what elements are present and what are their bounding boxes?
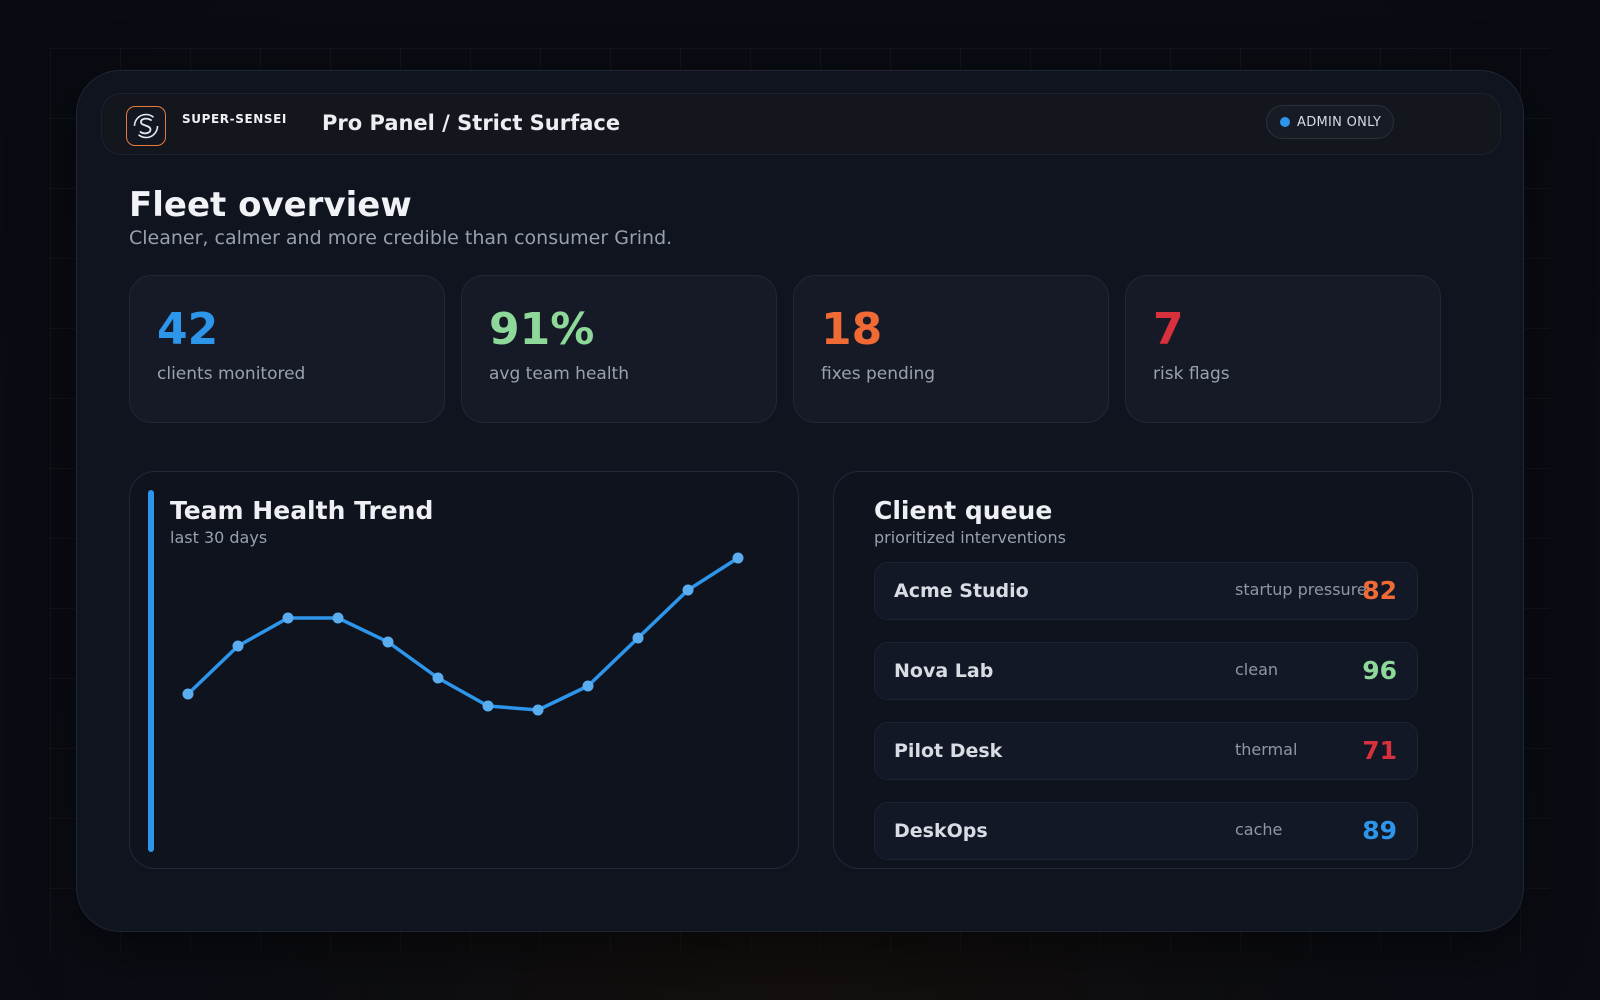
breadcrumb: Pro Panel / Strict Surface bbox=[322, 111, 621, 135]
stat-card-clients: 42 clients monitored bbox=[129, 275, 445, 423]
brand-name: SUPER-SENSEI bbox=[182, 112, 287, 126]
status-dot-icon bbox=[1280, 117, 1290, 127]
client-score: 82 bbox=[1362, 576, 1397, 605]
page-title: Fleet overview bbox=[129, 185, 412, 225]
queue-subtitle: prioritized interventions bbox=[874, 528, 1066, 547]
client-name: Nova Lab bbox=[894, 660, 994, 682]
stat-value: 7 bbox=[1153, 304, 1184, 355]
stat-value: 42 bbox=[157, 304, 219, 355]
logo-s-icon[interactable] bbox=[126, 106, 166, 146]
trend-point-0[interactable] bbox=[182, 688, 194, 700]
trend-point-1[interactable] bbox=[232, 640, 244, 652]
stat-value: 18 bbox=[821, 304, 883, 355]
stat-card-health: 91% avg team health bbox=[461, 275, 777, 423]
trend-point-11[interactable] bbox=[732, 552, 744, 564]
queue-row-nova[interactable]: Nova Lab clean 96 bbox=[874, 642, 1418, 700]
trend-series-line bbox=[186, 556, 740, 712]
client-score: 96 bbox=[1362, 656, 1397, 685]
trend-point-10[interactable] bbox=[682, 584, 694, 596]
queue-title: Client queue bbox=[874, 496, 1053, 525]
queue-row-acme[interactable]: Acme Studio startup pressure 82 bbox=[874, 562, 1418, 620]
client-name: Acme Studio bbox=[894, 580, 1029, 602]
client-tag: clean bbox=[1235, 660, 1279, 679]
main-panel: SUPER-SENSEI Pro Panel / Strict Surface … bbox=[76, 70, 1524, 932]
page-subtitle: Cleaner, calmer and more credible than c… bbox=[129, 227, 673, 249]
client-queue-card: Client queue prioritized interventions A… bbox=[833, 471, 1473, 869]
chart-title: Team Health Trend bbox=[170, 496, 434, 525]
chart-subtitle: last 30 days bbox=[170, 528, 268, 547]
client-name: DeskOps bbox=[894, 820, 988, 842]
client-tag: thermal bbox=[1235, 740, 1298, 759]
trend-point-4[interactable] bbox=[382, 636, 394, 648]
client-score: 89 bbox=[1362, 816, 1397, 845]
stat-card-risk: 7 risk flags bbox=[1125, 275, 1441, 423]
team-health-trend-card: Team Health Trend last 30 days bbox=[129, 471, 799, 869]
client-tag: startup pressure bbox=[1235, 580, 1367, 599]
stat-label: clients monitored bbox=[157, 364, 306, 384]
client-name: Pilot Desk bbox=[894, 740, 1003, 762]
trend-point-7[interactable] bbox=[532, 704, 544, 716]
queue-row-pilot[interactable]: Pilot Desk thermal 71 bbox=[874, 722, 1418, 780]
queue-row-deskops[interactable]: DeskOps cache 89 bbox=[874, 802, 1418, 860]
stat-label: avg team health bbox=[489, 364, 629, 384]
stat-card-fixes: 18 fixes pending bbox=[793, 275, 1109, 423]
trend-point-3[interactable] bbox=[332, 612, 344, 624]
trend-chart bbox=[182, 552, 744, 716]
trend-point-2[interactable] bbox=[282, 612, 294, 624]
badge-label: ADMIN ONLY bbox=[1297, 114, 1382, 130]
client-score: 71 bbox=[1362, 736, 1397, 765]
trend-point-9[interactable] bbox=[632, 632, 644, 644]
trend-point-6[interactable] bbox=[482, 700, 494, 712]
stat-label: risk flags bbox=[1153, 364, 1230, 384]
top-bar: SUPER-SENSEI Pro Panel / Strict Surface … bbox=[101, 93, 1501, 155]
trend-point-8[interactable] bbox=[582, 680, 594, 692]
trend-point-5[interactable] bbox=[432, 672, 444, 684]
accent-bar bbox=[148, 490, 154, 852]
stat-value: 91% bbox=[489, 304, 595, 355]
client-tag: cache bbox=[1235, 820, 1283, 839]
admin-only-badge: ADMIN ONLY bbox=[1266, 105, 1394, 139]
stat-label: fixes pending bbox=[821, 364, 936, 384]
